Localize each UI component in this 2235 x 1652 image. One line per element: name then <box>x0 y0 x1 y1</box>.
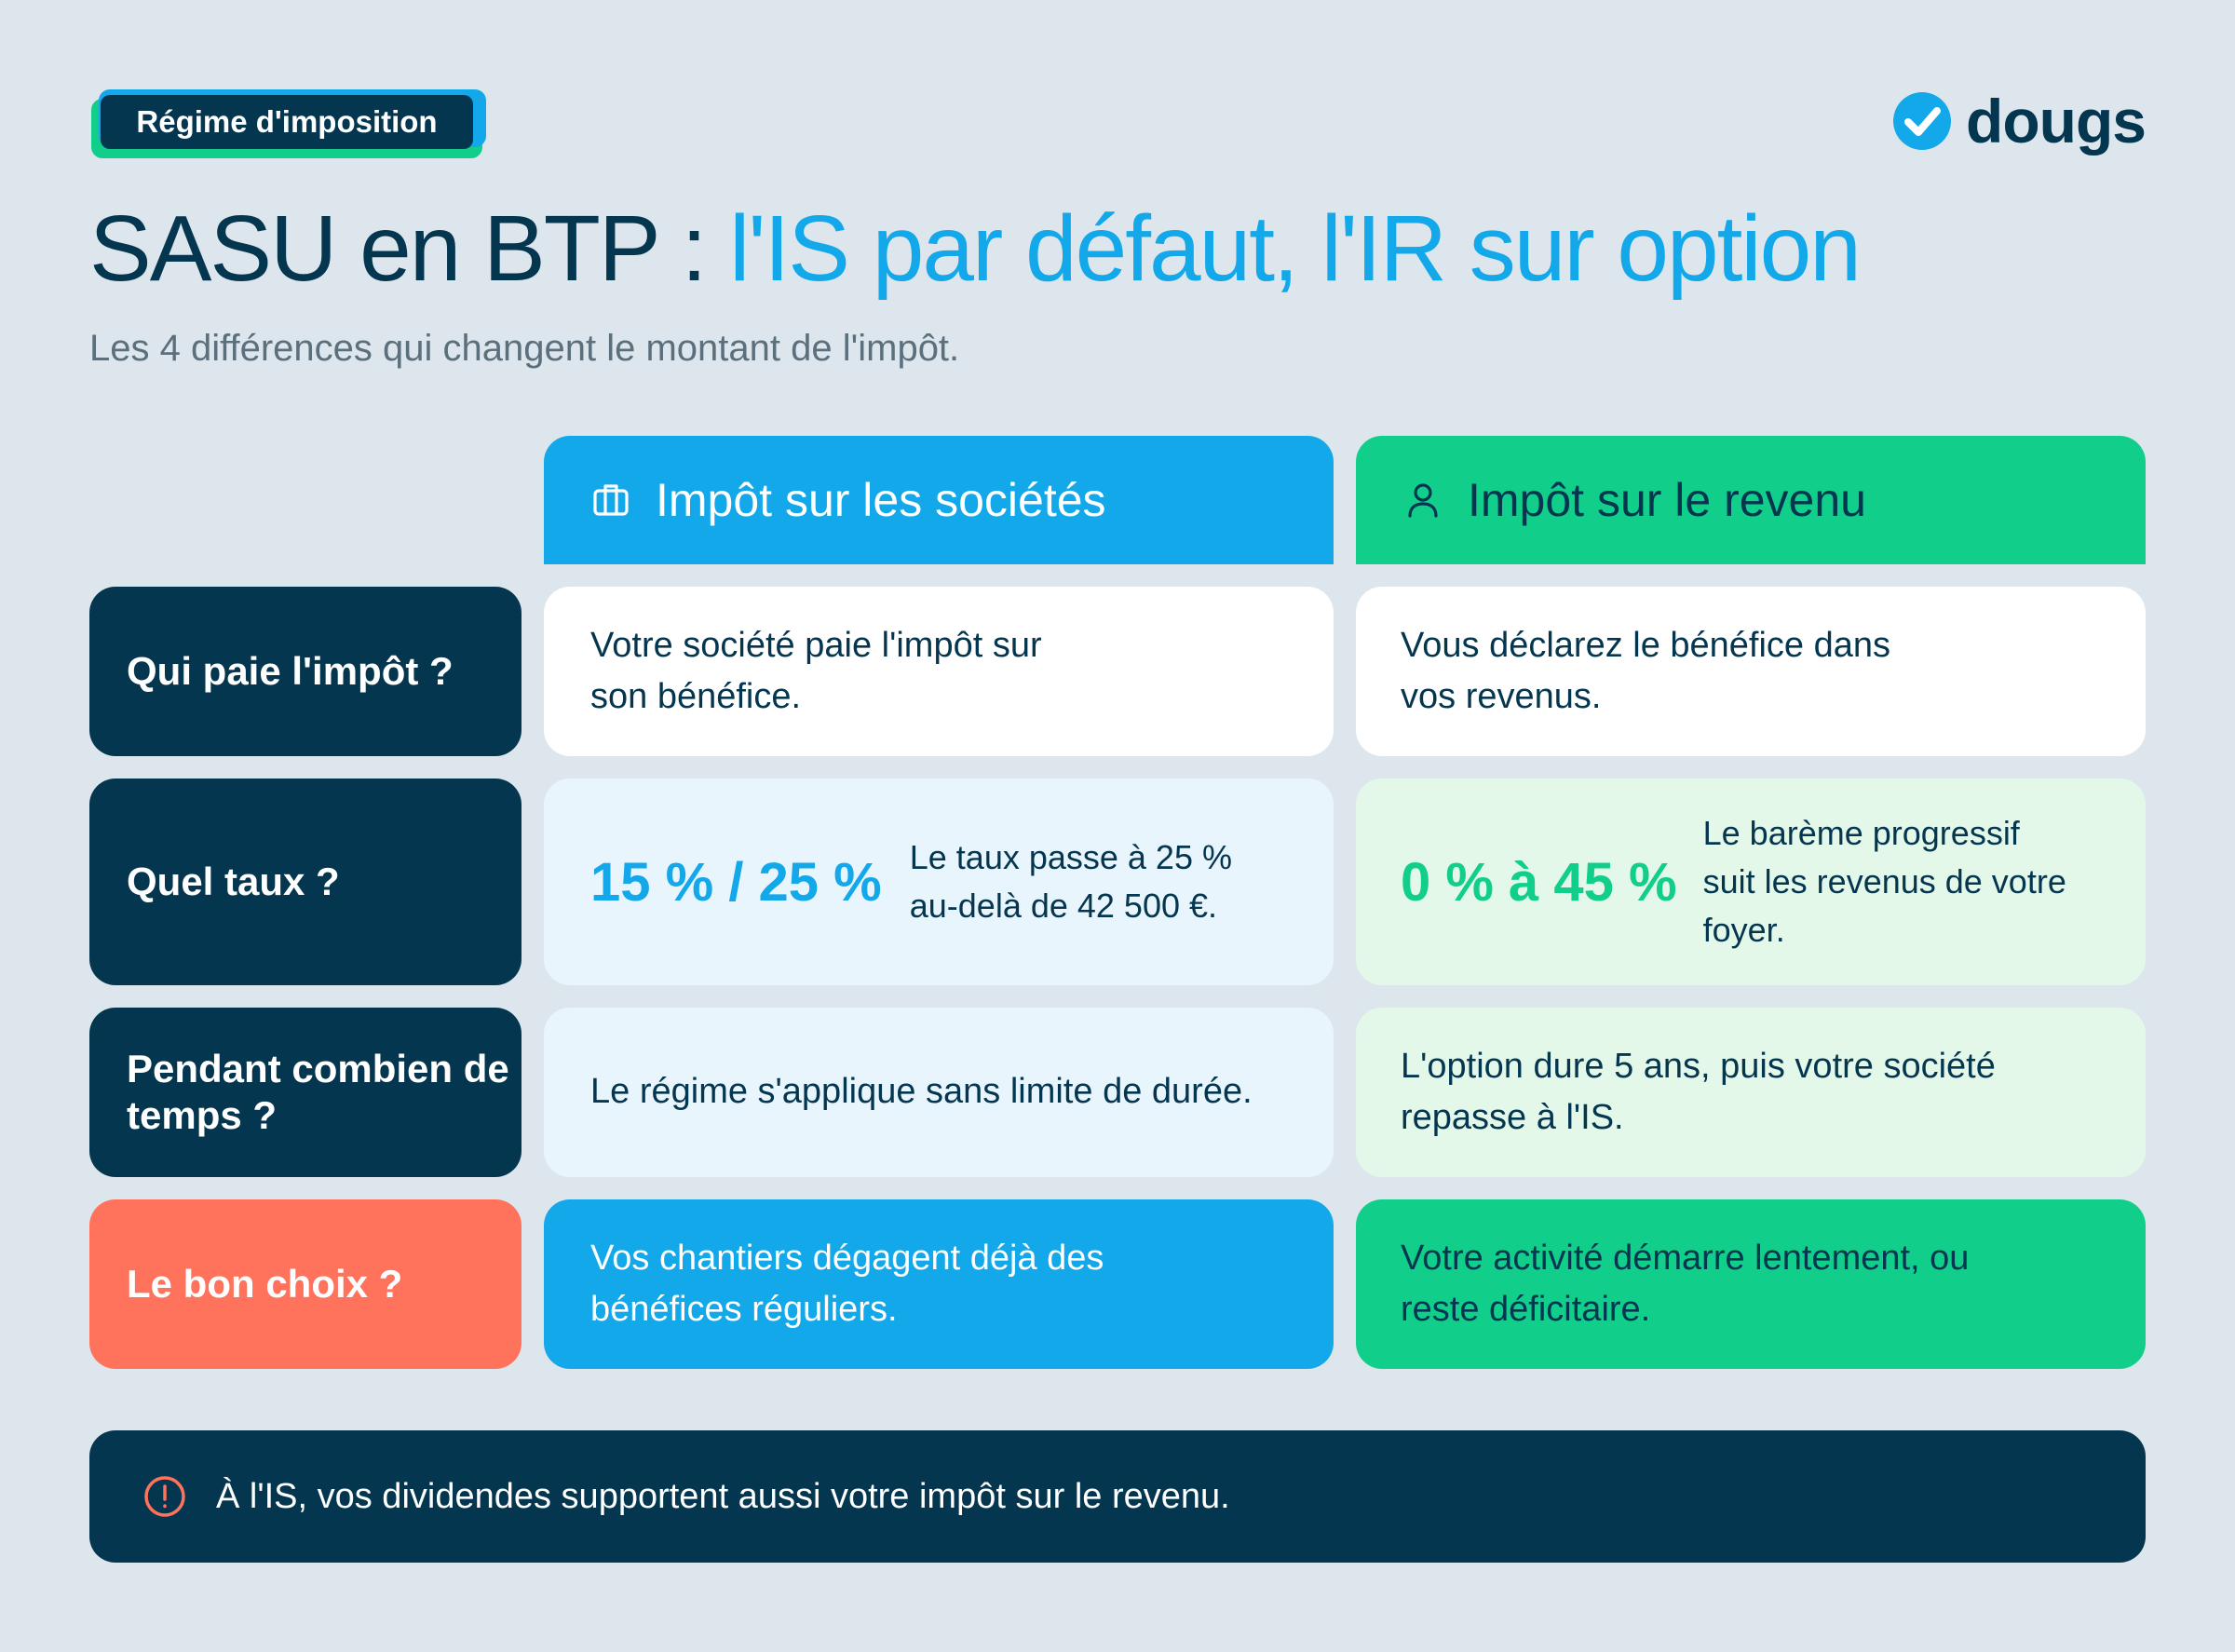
cell-is-good-choice-text: Vos chantiers dégagent déjà des bénéfice… <box>590 1238 1104 1329</box>
column-header-is: Impôt sur les sociétés <box>544 436 1334 564</box>
alert-circle-icon <box>144 1476 185 1517</box>
cell-ir-rate: 0 % à 45 % Le barème progressif suit les… <box>1356 779 2146 985</box>
page-subtitle: Les 4 différences qui changent le montan… <box>89 328 960 369</box>
dougs-logo: dougs <box>1891 86 2147 156</box>
cell-ir-good-choice: Votre activité démarre lentement, ou res… <box>1356 1199 2146 1369</box>
row-label-rate: Quel taux ? <box>89 779 522 985</box>
ir-rate-value: 0 % à 45 % <box>1401 851 1677 913</box>
title-part-1: SASU en BTP : <box>89 196 730 301</box>
cell-ir-duration: L'option dure 5 ans, puis votre société … <box>1356 1008 2146 1177</box>
cell-is-duration-text: Le régime s'applique sans limite de duré… <box>590 1072 1253 1112</box>
is-rate-value: 15 % / 25 % <box>590 851 882 913</box>
cell-ir-who-pays-text: Vous déclarez le bénéfice dans vos reven… <box>1401 625 1891 716</box>
footer-note-text: À l'IS, vos dividendes supportent aussi … <box>216 1476 1230 1516</box>
briefcase-icon <box>593 484 629 516</box>
cell-is-who-pays-text: Votre société paie l'impôt sur son bénéf… <box>590 625 1042 716</box>
column-header-is-label: Impôt sur les sociétés <box>656 474 1106 526</box>
category-tag: Régime d'imposition <box>91 89 486 158</box>
cell-ir-good-choice-text: Votre activité démarre lentement, ou res… <box>1401 1238 1970 1329</box>
tag-label: Régime d'imposition <box>101 95 473 149</box>
cell-is-good-choice: Vos chantiers dégagent déjà des bénéfice… <box>544 1199 1334 1369</box>
check-badge-icon <box>1893 92 1952 150</box>
title-part-2: l'IS par défaut, l'IR sur option <box>729 196 1862 301</box>
cell-ir-duration-text: L'option dure 5 ans, puis votre société … <box>1401 1046 1996 1137</box>
footer-note: À l'IS, vos dividendes supportent aussi … <box>89 1430 2146 1563</box>
row-label-duration: Pendant combien de temps ? <box>89 1008 522 1177</box>
cell-is-duration: Le régime s'applique sans limite de duré… <box>544 1008 1334 1177</box>
page-title: SASU en BTP : l'IS par défaut, l'IR sur … <box>89 196 1862 303</box>
column-header-ir: Impôt sur le revenu <box>1356 436 2146 564</box>
user-icon <box>1408 483 1438 518</box>
cell-is-who-pays: Votre société paie l'impôt sur son bénéf… <box>544 587 1334 756</box>
row-label-good-choice: Le bon choix ? <box>89 1199 522 1369</box>
cell-ir-who-pays: Vous déclarez le bénéfice dans vos reven… <box>1356 587 2146 756</box>
row-label-who-pays: Qui paie l'impôt ? <box>89 587 522 756</box>
cell-is-rate: 15 % / 25 % Le taux passe à 25 % au-delà… <box>544 779 1334 985</box>
is-rate-text: Le taux passe à 25 % au-delà de 42 500 €… <box>909 837 1232 925</box>
ir-rate-text: Le barème progressif suit les revenus de… <box>1702 813 2066 950</box>
logo-text: dougs <box>1966 87 2147 156</box>
column-header-ir-label: Impôt sur le revenu <box>1468 474 1866 526</box>
